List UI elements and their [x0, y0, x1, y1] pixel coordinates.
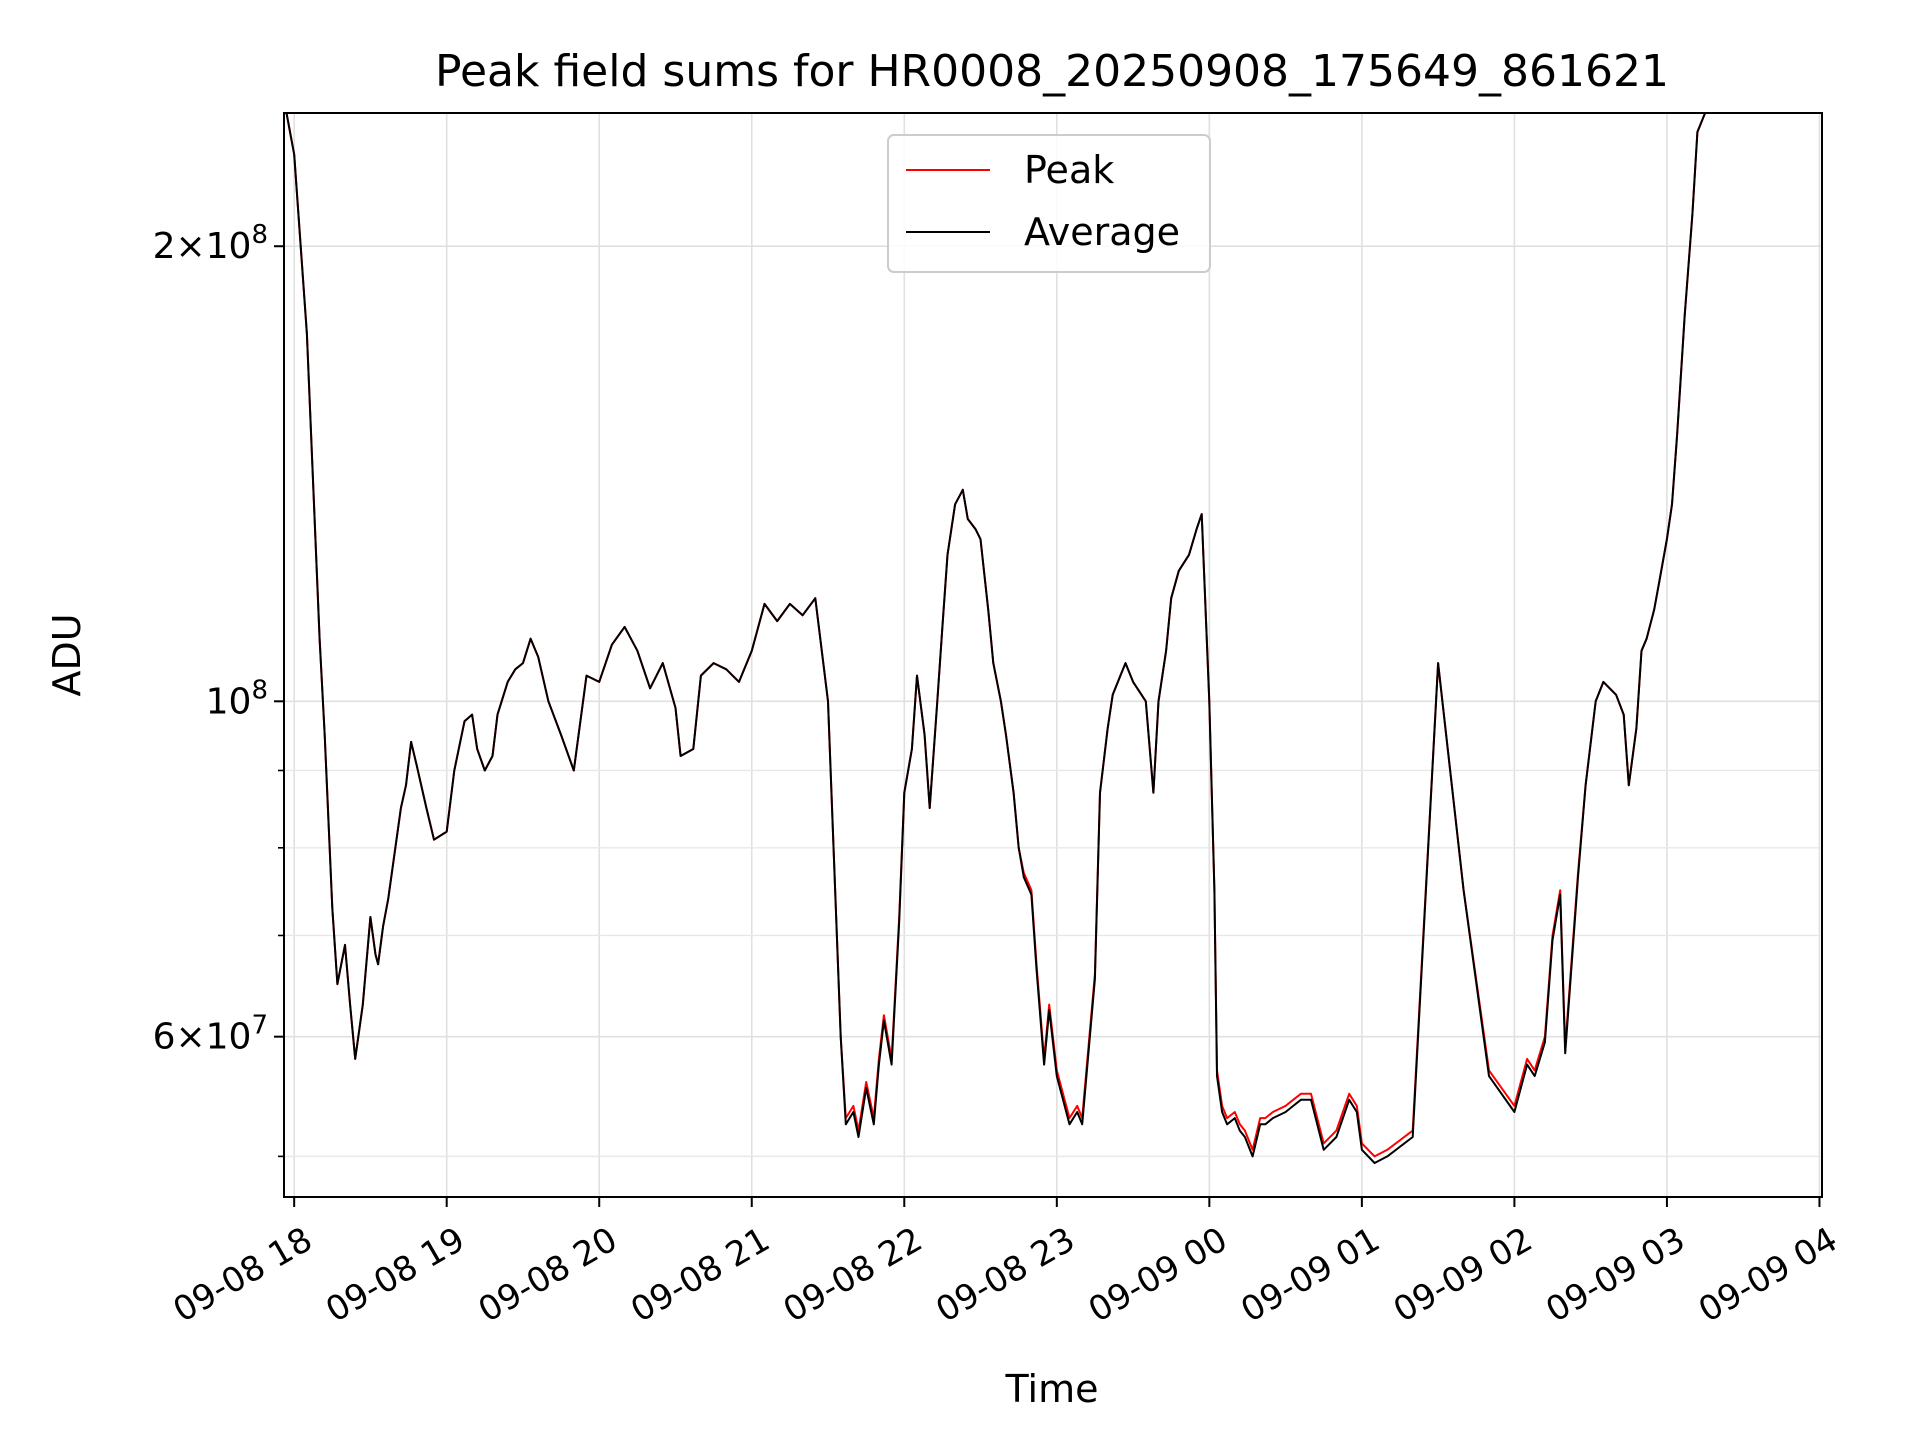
legend-label-peak: Peak: [1024, 148, 1114, 192]
legend: Peak Average: [887, 134, 1211, 273]
y-axis-label: ADU: [45, 613, 89, 696]
y-tick-label: 6×107: [153, 1011, 268, 1058]
series-line-average: [285, 113, 1707, 1164]
x-axis-label: Time: [1005, 1367, 1099, 1411]
chart-title: Peak field sums for HR0008_20250908_1756…: [435, 46, 1669, 97]
plot-frame: [283, 112, 1823, 1198]
y-tick-label: 2×108: [153, 220, 268, 267]
series-layer: [285, 113, 1707, 1164]
y-tick-label: 108: [206, 675, 268, 722]
legend-label-average: Average: [1024, 210, 1180, 254]
